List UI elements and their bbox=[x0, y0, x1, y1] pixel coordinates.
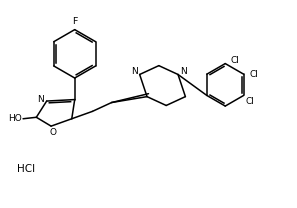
Text: Cl: Cl bbox=[246, 97, 255, 106]
Text: Cl: Cl bbox=[230, 56, 239, 64]
Text: N: N bbox=[131, 67, 138, 76]
Text: N: N bbox=[37, 95, 44, 104]
Text: O: O bbox=[49, 128, 56, 136]
Text: F: F bbox=[72, 17, 78, 26]
Text: HCl: HCl bbox=[17, 164, 35, 174]
Text: N: N bbox=[180, 67, 187, 76]
Text: Cl: Cl bbox=[249, 70, 258, 79]
Text: HO: HO bbox=[8, 114, 22, 123]
